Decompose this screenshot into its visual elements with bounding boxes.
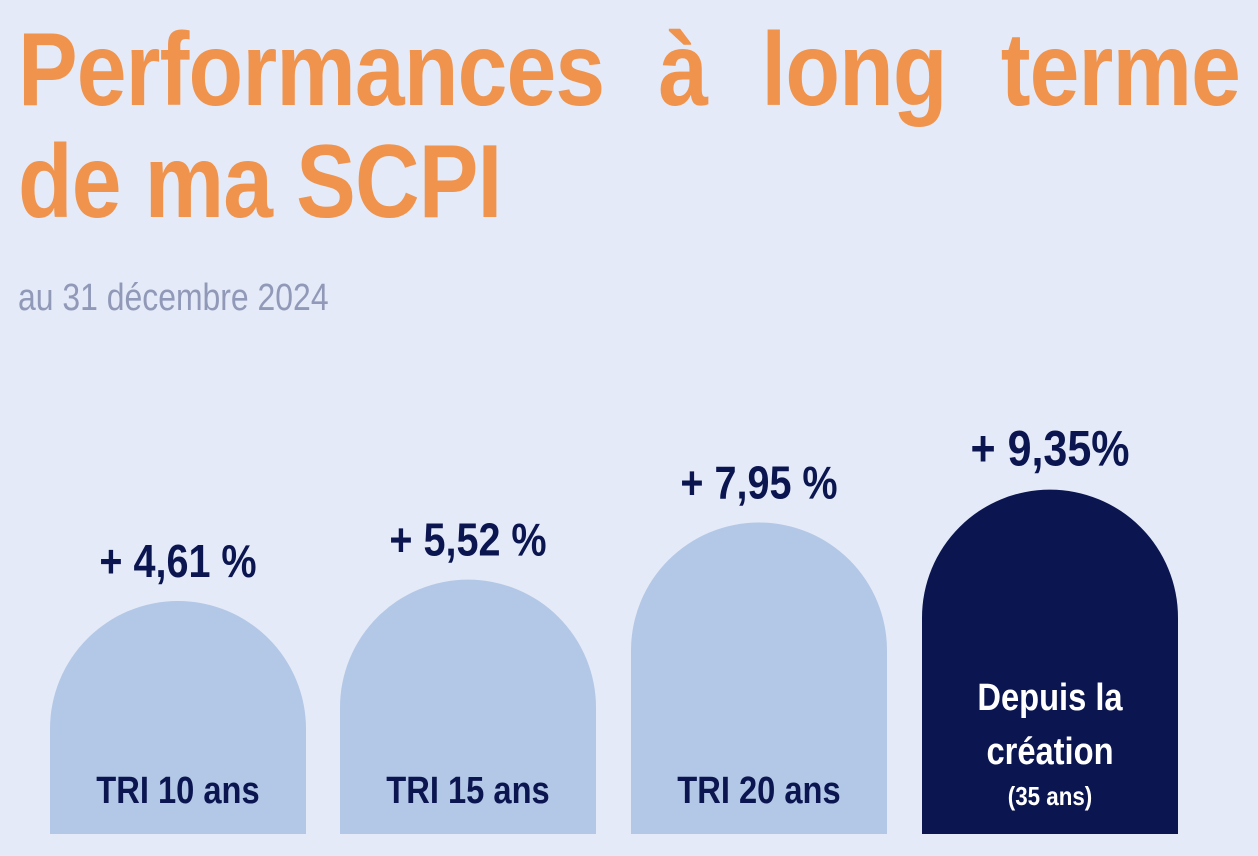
bar-group: + 4,61 % TRI 10 ans: [50, 536, 306, 834]
category-note: (35 ans): [1008, 782, 1092, 811]
title-line-1: Performances à long terme: [18, 12, 1241, 128]
category-label-line: création: [986, 730, 1113, 773]
bar-group: + 7,95 % TRI 20 ans: [631, 458, 887, 834]
bar-group: + 5,52 % TRI 15 ans: [340, 515, 596, 834]
chart-title: Performances à long terme de ma SCPI: [18, 14, 1243, 238]
bar-group: + 9,35% Depuis la création (35 ans): [922, 421, 1178, 834]
bar: [922, 489, 1178, 834]
value-label: + 7,95 %: [680, 458, 837, 509]
category-label: TRI 20 ans: [677, 769, 840, 812]
category-label: TRI 10 ans: [96, 769, 259, 812]
value-label: + 9,35%: [971, 421, 1130, 477]
bar: [340, 579, 596, 834]
bar: [631, 522, 887, 834]
category-label: TRI 15 ans: [386, 769, 549, 812]
value-label: + 4,61 %: [99, 536, 256, 587]
title-line-2: de ma SCPI: [18, 124, 502, 240]
value-label: + 5,52 %: [389, 515, 546, 566]
chart-subtitle: au 31 décembre 2024: [18, 277, 329, 319]
category-label-line: Depuis la: [977, 676, 1122, 719]
bar: [50, 601, 306, 834]
